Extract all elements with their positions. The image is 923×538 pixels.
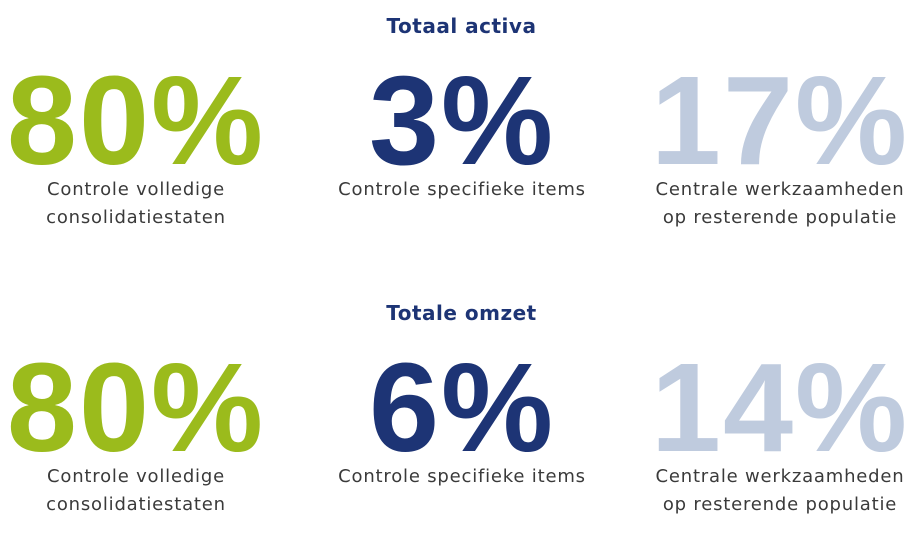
kpi-item: 14% Centrale werkzaamheden op resterende p… — [630, 337, 923, 519]
kpi-value: 80% — [6, 50, 266, 191]
kpi-label: consolidatiestaten — [46, 494, 226, 515]
kpi-label: Controle specifieke items — [338, 466, 586, 487]
kpi-item: 80% Controle volledige consolidatiestaten — [0, 337, 286, 519]
kpi-item: 80% Controle volledige consolidatiestaten — [0, 50, 286, 232]
section-title: Totaal activa — [386, 14, 537, 38]
kpi-label: consolidatiestaten — [46, 207, 226, 228]
kpi-label: Controle volledige — [47, 179, 225, 200]
kpi-label: op resterende populatie — [662, 494, 898, 515]
kpi-label: Controle volledige — [47, 466, 225, 487]
kpi-label: op resterende populatie — [662, 207, 898, 228]
kpi-value: 14% — [650, 337, 910, 478]
kpi-label: Controle specifieke items — [338, 179, 586, 200]
kpi-value: 6% — [368, 337, 556, 478]
kpi-value: 3% — [368, 50, 556, 191]
kpi-label: Centrale werkzaamheden — [655, 466, 905, 487]
kpi-value: 17% — [650, 50, 910, 191]
kpi-item: 3% Controle specifieke items — [312, 50, 612, 204]
kpi-label: Centrale werkzaamheden — [655, 179, 905, 200]
kpi-item: 17% Centrale werkzaamheden op resterende p… — [630, 50, 923, 232]
section-title: Totale omzet — [386, 301, 537, 325]
kpi-value: 80% — [6, 337, 266, 478]
kpi-item: 6% Controle specifieke items — [312, 337, 612, 491]
